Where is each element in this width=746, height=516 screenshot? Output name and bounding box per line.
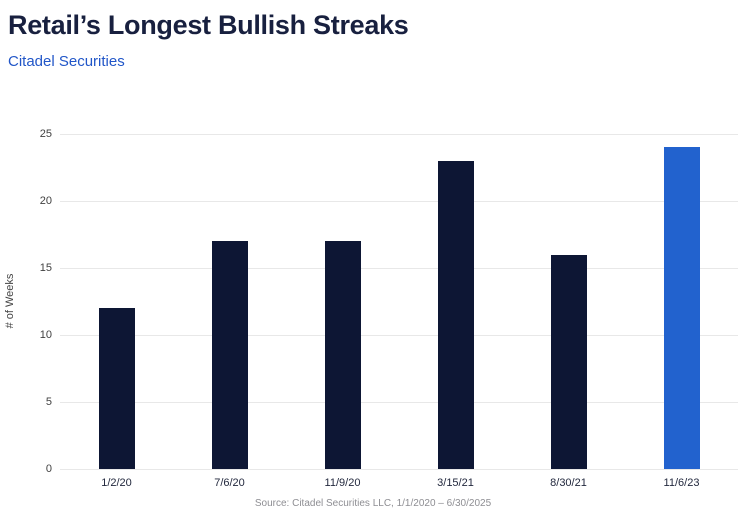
- bar: [211, 241, 248, 469]
- y-tick-label: 10: [39, 328, 52, 341]
- bar: [550, 254, 587, 469]
- x-tick-label: 11/9/20: [324, 477, 361, 489]
- x-tick-label: 1/2/20: [101, 477, 132, 489]
- y-tick-label: 15: [39, 261, 52, 274]
- y-tick-label: 0: [45, 462, 52, 475]
- bar: [437, 160, 474, 469]
- gridline: [60, 200, 738, 202]
- bar-highlighted: [663, 147, 700, 469]
- gridline: [60, 401, 738, 403]
- gridline: [60, 267, 738, 269]
- source-note: Source: Citadel Securities LLC, 1/1/2020…: [254, 498, 492, 509]
- gridline: [60, 334, 738, 336]
- x-tick-label: 3/15/21: [437, 477, 474, 489]
- gridline: [60, 468, 738, 470]
- x-tick-label: 8/30/21: [550, 477, 587, 489]
- x-tick-label: 11/6/23: [663, 477, 700, 489]
- bar: [324, 241, 361, 469]
- chart-subtitle: Citadel Securities: [8, 53, 125, 70]
- y-tick-label: 20: [39, 194, 52, 207]
- bar: [98, 308, 135, 469]
- y-tick-label: 5: [45, 395, 52, 408]
- y-axis-label: # of Weeks: [4, 273, 16, 329]
- plot-area: [60, 133, 738, 470]
- chart-title: Retail’s Longest Bullish Streaks: [8, 10, 409, 40]
- x-tick-label: 7/6/20: [214, 477, 245, 489]
- gridline: [60, 133, 738, 135]
- y-tick-label: 25: [39, 127, 52, 140]
